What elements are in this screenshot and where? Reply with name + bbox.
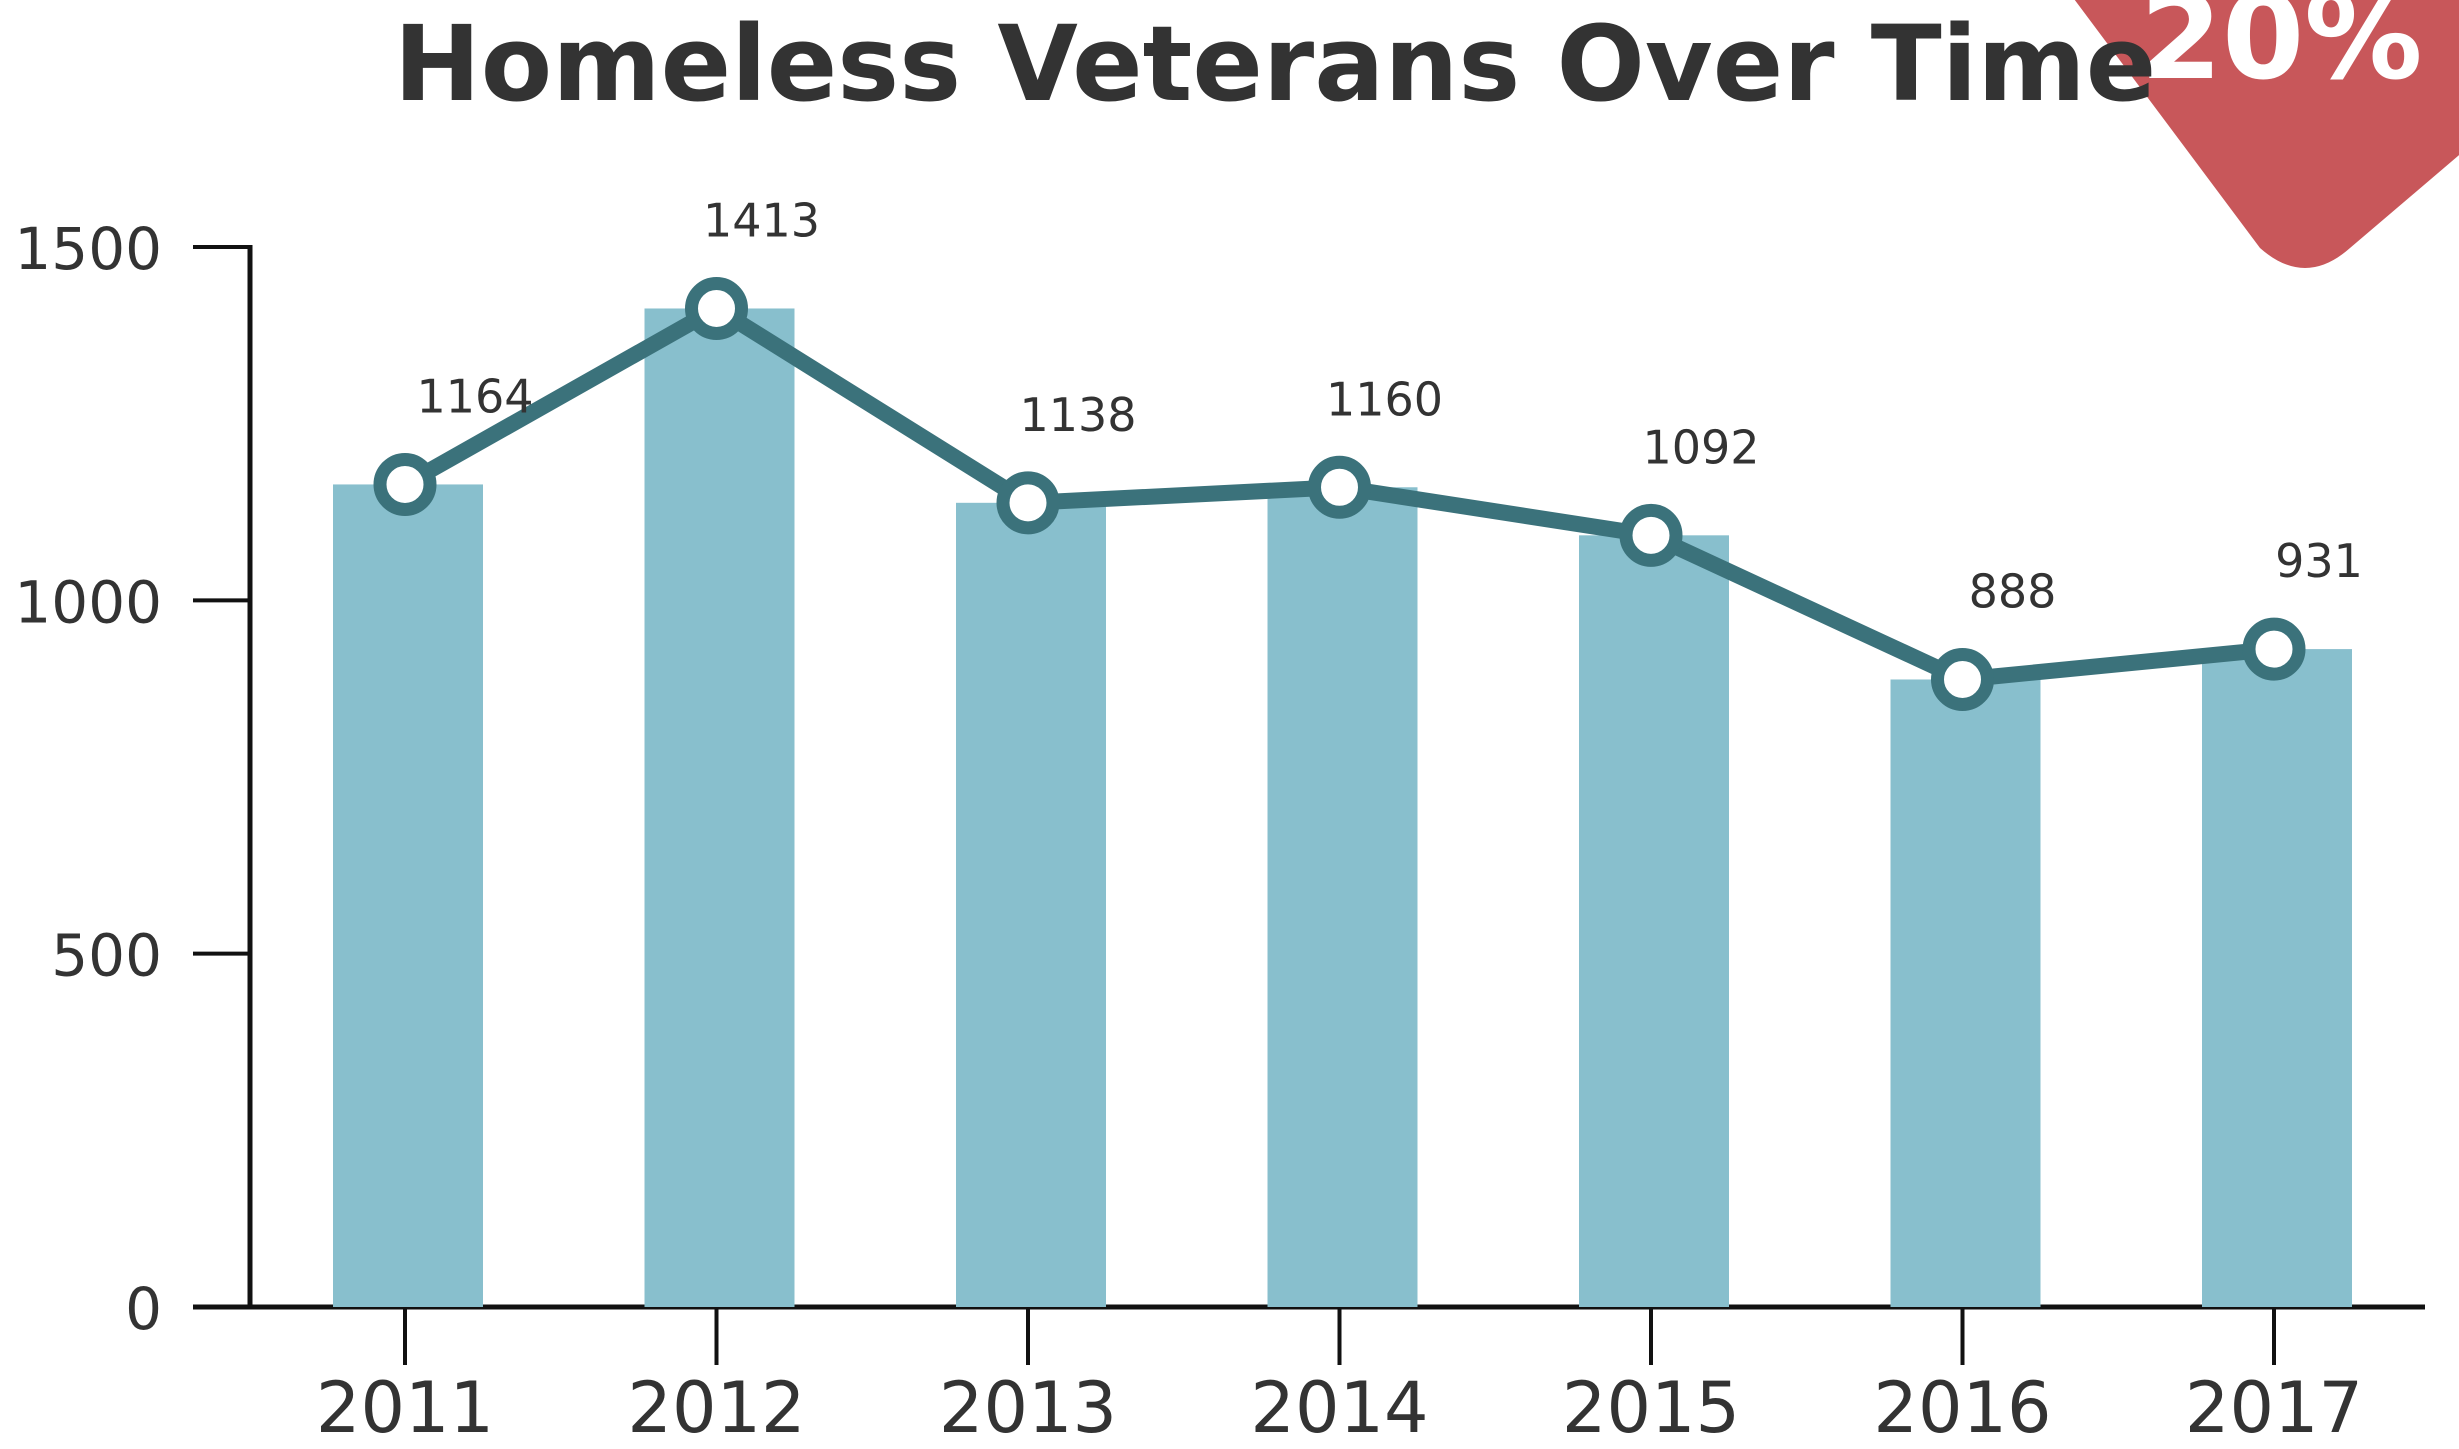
badge-text: 20% xyxy=(2140,0,2422,106)
bar xyxy=(333,484,483,1307)
y-tick-label: 0 xyxy=(125,1275,162,1343)
bar xyxy=(1579,535,1729,1307)
bar xyxy=(956,502,1106,1307)
badge-shape xyxy=(2074,0,2459,268)
bar xyxy=(644,308,795,1308)
x-tick-label: 2016 xyxy=(1873,1367,2051,1449)
line-point xyxy=(996,471,1060,535)
x-tick-label: 2012 xyxy=(627,1367,805,1449)
line-point xyxy=(373,452,437,516)
data-label: 931 xyxy=(2275,534,2363,588)
y-tick-label: 1500 xyxy=(14,215,162,283)
chart-title: Homeless Veterans Over Time xyxy=(394,3,2157,125)
bar xyxy=(1890,679,2041,1307)
percent-badge: 20% xyxy=(2074,0,2459,268)
data-label: 1164 xyxy=(416,369,533,423)
line-point xyxy=(2242,617,2306,681)
y-tick-label: 1000 xyxy=(14,568,162,636)
line-point xyxy=(1931,647,1994,711)
data-label: 1413 xyxy=(703,193,820,247)
data-label: 1138 xyxy=(1019,388,1136,442)
line-point xyxy=(685,276,748,340)
data-label: 1160 xyxy=(1326,372,1443,426)
data-label: 888 xyxy=(1969,564,2057,618)
line-point xyxy=(1619,503,1683,567)
x-tick-label: 2014 xyxy=(1250,1367,1428,1449)
y-tick-label: 500 xyxy=(51,922,162,990)
x-tick-label: 2011 xyxy=(316,1367,494,1449)
data-labels: 1164 1413 1138 1160 1092 888 931 xyxy=(416,193,2362,618)
line-series xyxy=(373,276,2306,711)
line-point xyxy=(1308,455,1371,519)
data-label: 1092 xyxy=(1642,420,1759,474)
x-tick-label: 2013 xyxy=(939,1367,1117,1449)
bars xyxy=(333,308,2352,1308)
bar xyxy=(2202,649,2352,1307)
x-tick-label: 2015 xyxy=(1562,1367,1740,1449)
bar xyxy=(1267,487,1418,1307)
x-tick-label: 2017 xyxy=(2185,1367,2363,1449)
